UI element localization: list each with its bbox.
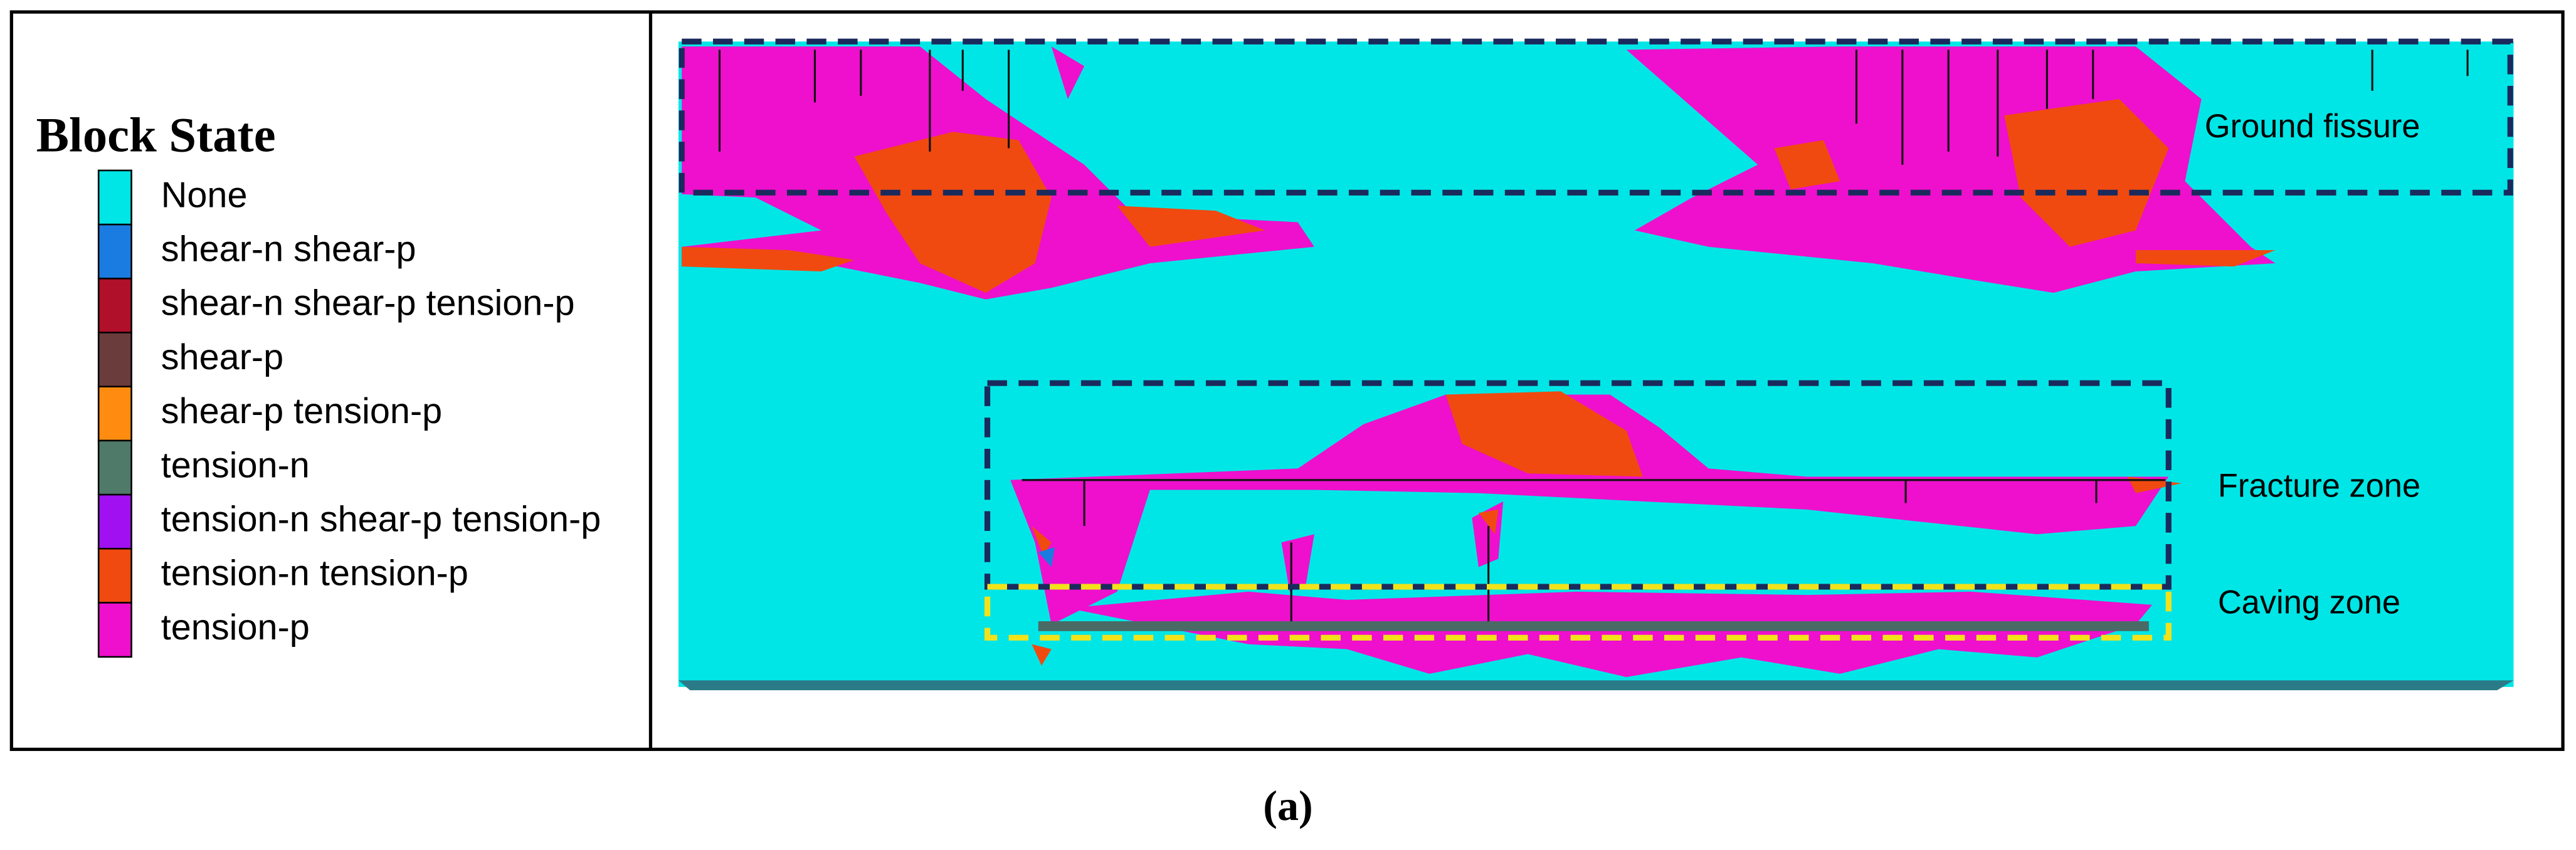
failure-region bbox=[1067, 591, 2153, 678]
caving-zone-box bbox=[984, 584, 2172, 641]
fissure-lines bbox=[718, 50, 2469, 625]
failure-region bbox=[1032, 644, 1052, 666]
legend-label: tension-n tension-p bbox=[161, 554, 468, 594]
caption: (a) bbox=[1263, 782, 1312, 829]
annotation: Ground fissure bbox=[2205, 108, 2420, 145]
legend-label: shear-p tension-p bbox=[161, 391, 442, 431]
legend-swatch bbox=[97, 223, 132, 280]
failure-region bbox=[682, 246, 855, 272]
failure-region bbox=[2135, 249, 2276, 267]
legend-label: tension-n bbox=[161, 445, 310, 485]
failure-region bbox=[1117, 206, 1265, 247]
legend-label: shear-n shear-p tension-p bbox=[161, 283, 575, 323]
failure-region bbox=[1774, 140, 1840, 190]
model-view bbox=[678, 41, 2514, 691]
legend-label: shear-n shear-p bbox=[161, 229, 416, 270]
failure-region bbox=[1281, 534, 1314, 592]
legend-swatch bbox=[97, 169, 132, 226]
failure-region bbox=[1051, 46, 1085, 99]
legend-swatch bbox=[97, 332, 132, 388]
legend-swatch bbox=[97, 493, 132, 550]
legend-swatch bbox=[97, 439, 132, 496]
legend-label: None bbox=[161, 175, 248, 215]
failure-region bbox=[854, 132, 1052, 293]
legend-title: Block State bbox=[36, 107, 276, 162]
figure-frame bbox=[9, 10, 2565, 752]
annotation: Fracture zone bbox=[2218, 468, 2420, 505]
legend-swatch bbox=[97, 547, 132, 604]
legend-swatch bbox=[97, 386, 132, 442]
failure-region bbox=[1038, 547, 1055, 567]
failure-region bbox=[690, 50, 773, 149]
failure-region bbox=[1445, 391, 1643, 477]
legend-label: tension-p bbox=[161, 607, 310, 648]
fracture-zone-box bbox=[984, 380, 2172, 590]
model-base bbox=[678, 680, 2514, 691]
failure-region bbox=[2004, 98, 2169, 247]
failure-region bbox=[1032, 526, 1052, 556]
annotation: Caving zone bbox=[2218, 585, 2400, 621]
legend: Block State None shear-n shear-p shear-n s… bbox=[36, 107, 601, 658]
legend-label: tension-n shear-p tension-p bbox=[161, 500, 601, 540]
ground-fissure-box bbox=[678, 38, 2513, 196]
failure-region bbox=[1478, 509, 1499, 535]
coal-seam bbox=[1038, 621, 2149, 631]
legend-label: shear-p bbox=[161, 337, 283, 377]
legend-swatch bbox=[97, 277, 132, 334]
legend-swatch bbox=[97, 602, 132, 658]
